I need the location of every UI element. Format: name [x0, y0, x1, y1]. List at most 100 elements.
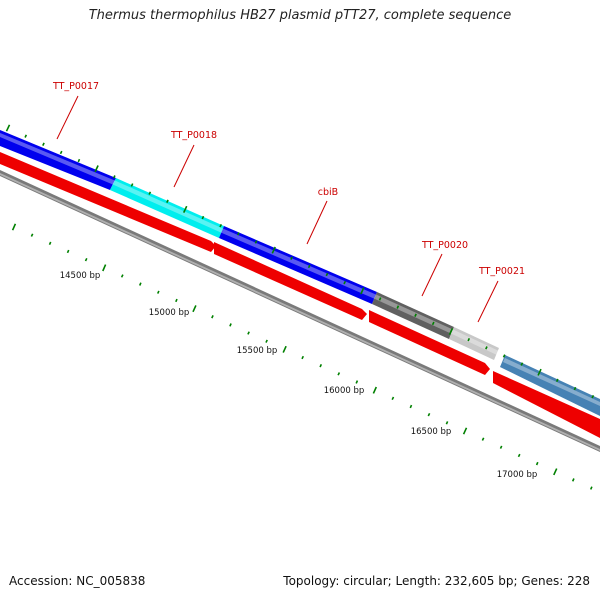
tick-mark	[445, 421, 449, 425]
tick-mark	[48, 241, 52, 246]
tick-mark	[211, 315, 214, 319]
tick-mark	[414, 313, 417, 317]
tick-mark	[120, 274, 124, 278]
tick-mark	[462, 427, 468, 435]
tick-mark	[219, 223, 223, 228]
gene-TT_P0017[interactable]	[0, 130, 116, 190]
gene-labels: TT_P0017 TT_P0018 cbiB TT_P0020 TT_P0021	[52, 81, 525, 277]
reverse-gene-2[interactable]	[214, 242, 367, 320]
tick-mark	[553, 468, 558, 476]
tick-mark	[355, 380, 359, 384]
tick-mark	[84, 257, 88, 262]
position-label-17000: 17000 bp	[497, 470, 538, 480]
tick-mark	[66, 249, 70, 254]
tick-mark	[148, 191, 152, 195]
tick-mark	[192, 305, 197, 313]
tick-mark	[301, 355, 305, 360]
tick-mark	[271, 246, 276, 254]
tick-mark	[467, 337, 471, 342]
tick-mark	[555, 378, 559, 383]
tick-mark	[307, 264, 311, 269]
tick-mark	[591, 394, 595, 399]
tick-mark	[343, 280, 347, 285]
gene-label-TT_P0018: TT_P0018	[170, 130, 217, 141]
tick-mark	[319, 363, 323, 368]
tick-mark	[77, 158, 81, 163]
reverse-strand-track	[0, 152, 600, 438]
tick-mark	[130, 183, 134, 187]
tick-mark	[112, 175, 116, 179]
tick-mark	[11, 223, 17, 231]
tick-mark	[499, 445, 503, 449]
tick-mark	[236, 232, 240, 236]
tick-mark	[537, 368, 542, 376]
tick-mark	[337, 372, 341, 376]
map-title: Thermus thermophilus HB27 plasmid pTT27,…	[88, 8, 512, 23]
tick-mark	[372, 386, 378, 394]
tick-mark	[5, 124, 11, 132]
track-sheen	[0, 133, 600, 406]
tick-mark	[325, 272, 329, 277]
position-label-16500: 16500 bp	[411, 427, 452, 437]
tick-mark	[175, 298, 178, 303]
tick-mark	[254, 240, 258, 244]
tick-mark	[94, 165, 99, 173]
forward-strand-track	[0, 130, 600, 416]
gene-TT_P0018[interactable]	[110, 178, 224, 238]
gene-cbiB[interactable]	[219, 226, 377, 304]
tick-mark	[517, 453, 521, 458]
position-label-16000: 16000 bp	[324, 386, 365, 396]
gene-TT_P0020[interactable]	[372, 292, 454, 339]
reverse-gene-4[interactable]	[493, 371, 600, 438]
tick-mark	[571, 478, 575, 482]
tick-mark	[247, 331, 250, 335]
tick-mark	[485, 346, 488, 350]
tick-mark	[589, 486, 593, 490]
tick-mark	[156, 290, 160, 294]
accession-text: Accession: NC_005838	[9, 574, 146, 588]
tick-mark	[448, 328, 454, 336]
tick-mark	[502, 354, 506, 358]
gene-label-TT_P0021: TT_P0021	[478, 266, 525, 277]
tick-mark	[265, 339, 268, 343]
tick-mark	[360, 287, 365, 295]
backbone	[0, 170, 600, 452]
tick-mark	[201, 215, 205, 220]
position-label-15500: 15500 bp	[237, 346, 278, 356]
inner-ticks	[11, 223, 593, 490]
gene-right-edge[interactable]	[500, 355, 600, 416]
tick-mark	[481, 437, 485, 441]
gene-label-TT_P0017: TT_P0017	[52, 81, 99, 92]
label-leaders	[56, 95, 499, 323]
tick-mark	[138, 282, 142, 286]
gene-TT_P0021[interactable]	[449, 327, 499, 360]
tick-mark	[409, 404, 413, 409]
outer-ticks	[5, 124, 595, 399]
tick-mark	[102, 264, 107, 272]
tick-mark	[427, 412, 431, 417]
reverse-gene-3[interactable]	[369, 310, 490, 375]
tick-mark	[59, 150, 63, 155]
tick-mark	[166, 199, 169, 203]
tick-mark	[30, 233, 34, 237]
reverse-gene-1[interactable]	[0, 152, 216, 252]
tick-mark	[182, 205, 188, 213]
position-label-14500: 14500 bp	[60, 271, 101, 281]
tick-mark	[396, 305, 400, 309]
tick-mark	[282, 345, 287, 353]
tick-mark	[24, 134, 28, 138]
gene-label-TT_P0020: TT_P0020	[421, 240, 468, 251]
tick-mark	[290, 256, 293, 260]
tick-mark	[42, 142, 45, 146]
tick-mark	[431, 321, 435, 326]
tick-mark	[535, 461, 539, 466]
tick-mark	[391, 396, 395, 401]
position-label-15000: 15000 bp	[149, 308, 190, 318]
tick-mark	[573, 386, 577, 391]
tick-mark	[520, 362, 524, 366]
gene-label-cbiB: cbiB	[318, 187, 338, 198]
topology-summary: Topology: circular; Length: 232,605 bp; …	[283, 574, 590, 588]
tick-mark	[229, 323, 232, 327]
tick-mark	[378, 297, 382, 301]
